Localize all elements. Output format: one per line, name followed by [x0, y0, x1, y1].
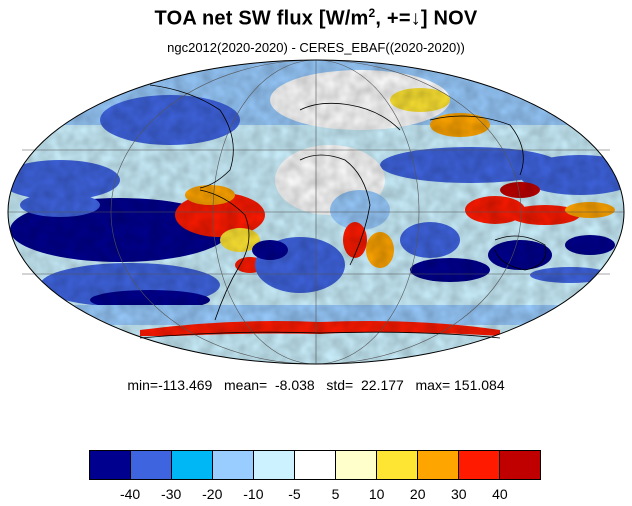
- colorbar-swatch-6: [336, 451, 377, 479]
- colorbar-swatch-4: [254, 451, 295, 479]
- stat-mean-label: mean=: [224, 377, 268, 393]
- colorbar-tick-label: -5: [288, 486, 301, 502]
- colorbar-tick-label: -30: [161, 486, 182, 502]
- colorbar-tick-label: 5: [331, 486, 340, 502]
- colorbar-swatch-0: [90, 451, 131, 479]
- colorbar-swatch-7: [377, 451, 418, 479]
- map-outline: [7, 59, 625, 365]
- title-main: TOA net SW flux [W/m: [154, 7, 369, 30]
- stat-mean: -8.038: [274, 377, 315, 393]
- colorbar: [89, 450, 541, 480]
- colorbar-swatch-1: [131, 451, 172, 479]
- colorbar-swatch-2: [172, 451, 213, 479]
- colorbar-tick-label: 10: [368, 486, 385, 502]
- title-superscript: 2: [368, 6, 376, 20]
- stat-min: -113.469: [158, 377, 213, 393]
- plot-subtitle: ngc2012(2020-2020) - CERES_EBAF((2020-20…: [167, 40, 465, 55]
- colorbar-tick-label: -20: [202, 486, 223, 502]
- colorbar-tick-label: 40: [492, 486, 508, 502]
- plot-title: TOA net SW flux [W/m2, +=↓] NOV: [0, 6, 632, 31]
- colorbar-swatch-3: [213, 451, 254, 479]
- colorbar-swatch-10: [500, 451, 540, 479]
- coastlines: [139, 84, 547, 339]
- stat-max-label: max=: [415, 377, 451, 393]
- statistics-line: min=-113.469 mean= -8.038 std= 22.177 ma…: [0, 377, 632, 393]
- colorbar-tick-label: 30: [451, 486, 467, 502]
- colorbar-tick-label: -10: [243, 486, 264, 502]
- stat-std: 22.177: [361, 377, 404, 393]
- stat-max: 151.084: [454, 377, 505, 393]
- colorbar-tick-label: 20: [409, 486, 426, 502]
- colorbar-swatch-9: [459, 451, 500, 479]
- colorbar-swatch-8: [418, 451, 459, 479]
- title-rest: , +=↓] NOV: [375, 7, 478, 30]
- stat-std-label: std=: [326, 377, 354, 393]
- stat-min-label: min=: [127, 377, 159, 393]
- colorbar-swatch-5: [295, 451, 336, 479]
- colorbar-tick-label: -40: [119, 486, 141, 502]
